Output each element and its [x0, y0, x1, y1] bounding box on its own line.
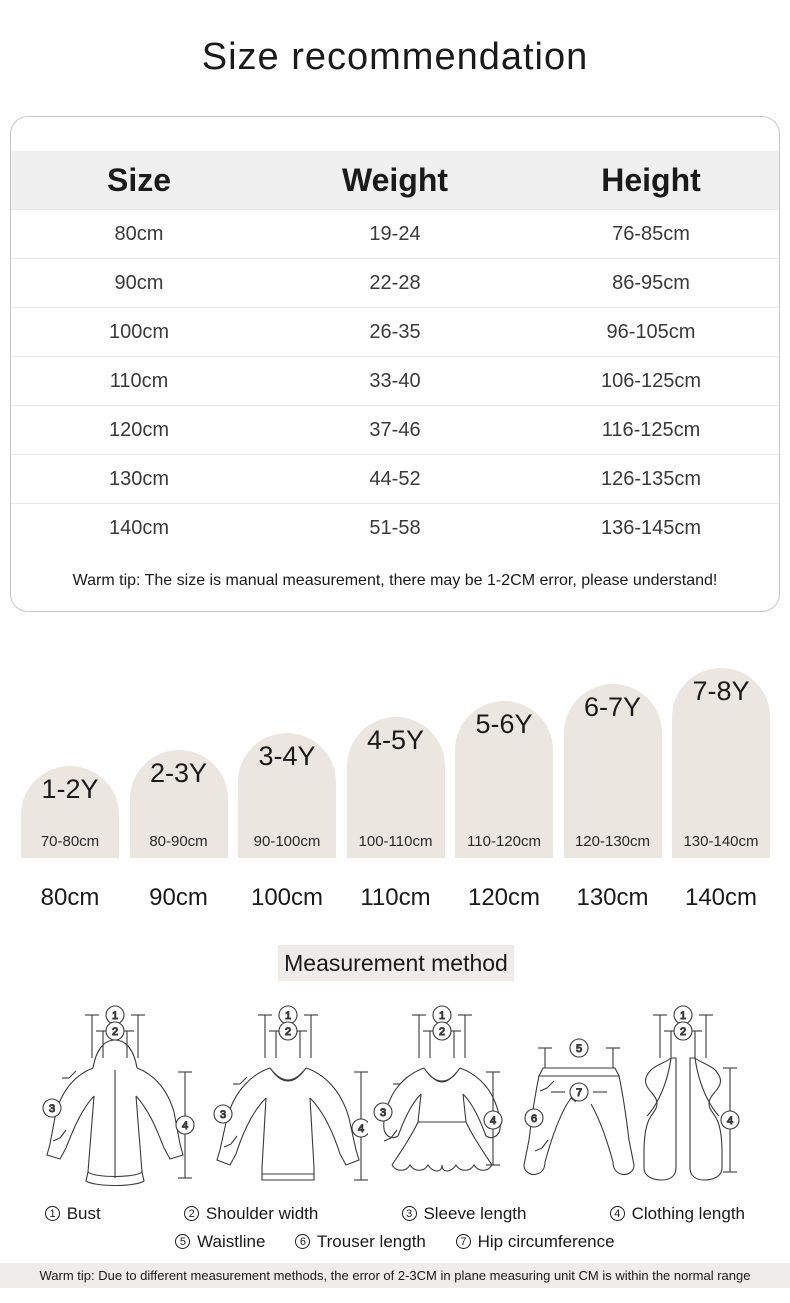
svg-text:7: 7 — [576, 1087, 582, 1099]
svg-text:4: 4 — [727, 1115, 733, 1127]
svg-text:3: 3 — [49, 1103, 55, 1115]
svg-text:2: 2 — [112, 1026, 118, 1038]
svg-text:6: 6 — [531, 1113, 537, 1125]
svg-text:3: 3 — [380, 1107, 386, 1119]
svg-text:1: 1 — [285, 1010, 291, 1022]
svg-text:5: 5 — [576, 1043, 582, 1055]
svg-text:4: 4 — [490, 1115, 496, 1127]
svg-text:3: 3 — [220, 1109, 226, 1121]
svg-text:2: 2 — [285, 1026, 291, 1038]
svg-text:2: 2 — [439, 1026, 445, 1038]
svg-text:1: 1 — [680, 1010, 686, 1022]
svg-text:2: 2 — [680, 1026, 686, 1038]
svg-text:1: 1 — [439, 1010, 445, 1022]
svg-text:1: 1 — [112, 1010, 118, 1022]
svg-text:4: 4 — [182, 1120, 188, 1132]
